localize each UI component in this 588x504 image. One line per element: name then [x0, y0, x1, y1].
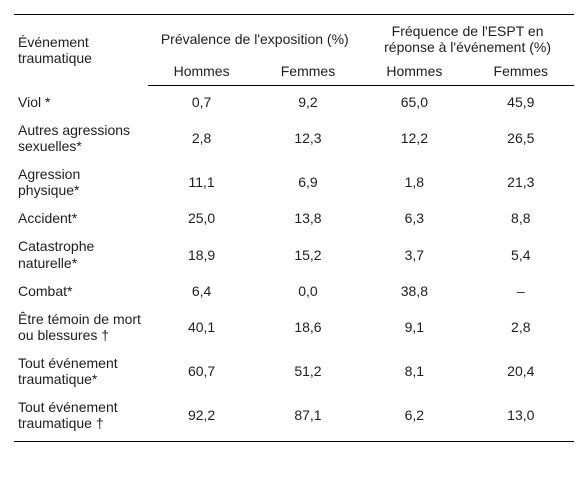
row-label: Autres agressions sexuelles* — [14, 116, 148, 160]
cell-freq-men: 6,3 — [361, 204, 467, 232]
cell-freq-women: 8,8 — [468, 204, 574, 232]
header-freq-women: Femmes — [468, 59, 574, 86]
cell-freq-men: 38,8 — [361, 277, 467, 305]
cell-freq-men: 8,1 — [361, 349, 467, 393]
row-label: Agression physique* — [14, 160, 148, 204]
cell-freq-women: 2,8 — [468, 305, 574, 349]
cell-freq-women: 20,4 — [468, 349, 574, 393]
table-row: Accident*25,013,86,38,8 — [14, 204, 574, 232]
cell-freq-men: 12,2 — [361, 116, 467, 160]
table-row: Agression physique*11,16,91,821,3 — [14, 160, 574, 204]
table-row: Tout événement traumatique*60,751,28,120… — [14, 349, 574, 393]
cell-freq-men: 65,0 — [361, 86, 467, 117]
row-label: Accident* — [14, 204, 148, 232]
data-table: Événement traumatique Prévalence de l'ex… — [14, 14, 574, 442]
cell-prev-women: 18,6 — [255, 305, 361, 349]
cell-prev-men: 6,4 — [148, 277, 254, 305]
cell-freq-men: 6,2 — [361, 393, 467, 442]
header-freq-men: Hommes — [361, 59, 467, 86]
row-label: Tout événement traumatique* — [14, 349, 148, 393]
header-event: Événement traumatique — [14, 15, 148, 86]
cell-freq-men: 3,7 — [361, 232, 467, 276]
cell-prev-women: 87,1 — [255, 393, 361, 442]
header-prev-women: Femmes — [255, 59, 361, 86]
table-row: Viol *0,79,265,045,9 — [14, 86, 574, 117]
row-label: Catastrophe naturelle* — [14, 232, 148, 276]
cell-prev-women: 15,2 — [255, 232, 361, 276]
cell-freq-women: 5,4 — [468, 232, 574, 276]
cell-freq-men: 9,1 — [361, 305, 467, 349]
cell-freq-women: 13,0 — [468, 393, 574, 442]
cell-prev-men: 25,0 — [148, 204, 254, 232]
table-row: Tout événement traumatique †92,287,16,21… — [14, 393, 574, 442]
cell-freq-women: 26,5 — [468, 116, 574, 160]
table-body: Viol *0,79,265,045,9Autres agressions se… — [14, 86, 574, 442]
row-label: Être témoin de mort ou blessures † — [14, 305, 148, 349]
header-prevalence: Prévalence de l'exposition (%) — [148, 15, 361, 60]
header-frequency: Fréquence de l'ESPT en réponse à l'événe… — [361, 15, 574, 60]
cell-prev-women: 12,3 — [255, 116, 361, 160]
cell-freq-men: 1,8 — [361, 160, 467, 204]
cell-freq-women: 45,9 — [468, 86, 574, 117]
header-prev-men: Hommes — [148, 59, 254, 86]
table-row: Autres agressions sexuelles*2,812,312,22… — [14, 116, 574, 160]
cell-prev-men: 11,1 — [148, 160, 254, 204]
cell-freq-women: – — [468, 277, 574, 305]
cell-prev-men: 60,7 — [148, 349, 254, 393]
cell-prev-men: 2,8 — [148, 116, 254, 160]
cell-prev-women: 13,8 — [255, 204, 361, 232]
cell-prev-women: 6,9 — [255, 160, 361, 204]
row-label: Tout événement traumatique † — [14, 393, 148, 442]
table-row: Catastrophe naturelle*18,915,23,75,4 — [14, 232, 574, 276]
row-label: Viol * — [14, 86, 148, 117]
cell-prev-men: 40,1 — [148, 305, 254, 349]
cell-prev-women: 0,0 — [255, 277, 361, 305]
row-label: Combat* — [14, 277, 148, 305]
table-row: Être témoin de mort ou blessures †40,118… — [14, 305, 574, 349]
cell-prev-men: 18,9 — [148, 232, 254, 276]
table-row: Combat*6,40,038,8– — [14, 277, 574, 305]
cell-prev-women: 51,2 — [255, 349, 361, 393]
cell-prev-men: 92,2 — [148, 393, 254, 442]
cell-prev-women: 9,2 — [255, 86, 361, 117]
table-header: Événement traumatique Prévalence de l'ex… — [14, 15, 574, 86]
cell-freq-women: 21,3 — [468, 160, 574, 204]
cell-prev-men: 0,7 — [148, 86, 254, 117]
